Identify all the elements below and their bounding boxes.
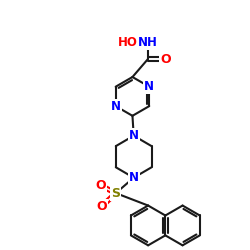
Text: NH: NH (138, 36, 158, 49)
Text: O: O (160, 52, 171, 66)
Text: N: N (129, 129, 139, 142)
Text: S: S (111, 186, 120, 200)
Text: N: N (129, 171, 139, 184)
Text: N: N (144, 80, 154, 93)
Text: N: N (111, 100, 121, 112)
Text: HO: HO (118, 36, 138, 49)
Text: O: O (96, 179, 106, 192)
Text: O: O (97, 200, 108, 212)
